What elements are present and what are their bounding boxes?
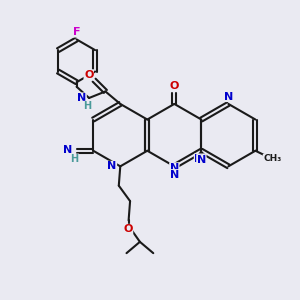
Text: O: O	[123, 224, 133, 234]
Text: H: H	[82, 101, 91, 111]
Text: N: N	[63, 145, 73, 154]
Text: N: N	[107, 161, 117, 171]
Text: N: N	[77, 93, 86, 103]
Text: F: F	[73, 27, 80, 37]
Text: N: N	[224, 92, 233, 101]
Text: H: H	[70, 154, 79, 164]
Text: O: O	[84, 70, 94, 80]
Text: N: N	[170, 163, 179, 173]
Text: N: N	[197, 155, 206, 165]
Text: N: N	[194, 154, 204, 164]
Text: O: O	[169, 81, 179, 91]
Text: CH₃: CH₃	[263, 154, 281, 163]
Text: N: N	[170, 170, 180, 180]
